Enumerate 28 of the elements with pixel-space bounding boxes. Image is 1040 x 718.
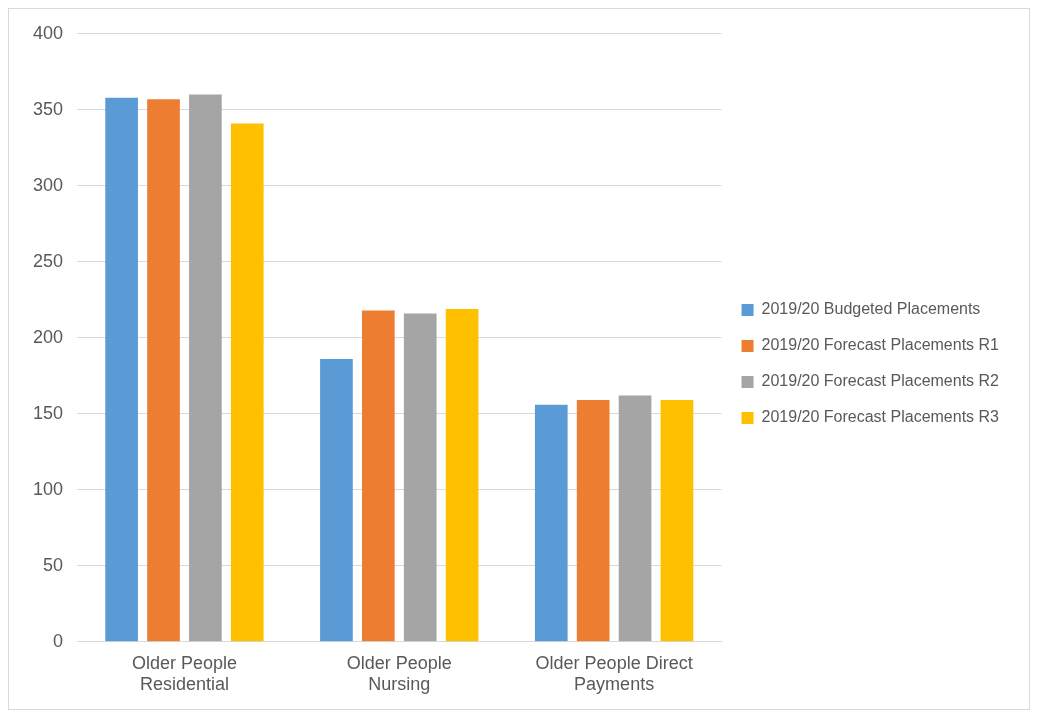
bar xyxy=(147,99,180,642)
bar xyxy=(618,395,652,642)
bar xyxy=(105,97,138,642)
y-tick-label: 150 xyxy=(32,402,64,423)
bar xyxy=(534,404,568,642)
legend-label: 2019/20 Forecast Placements R2 xyxy=(761,372,1000,390)
y-tick-label: 350 xyxy=(32,98,64,119)
x-tick-label: Older People Residential xyxy=(131,652,237,695)
y-tick-label: 250 xyxy=(32,250,64,271)
y-tick-label: 400 xyxy=(32,22,64,43)
bar xyxy=(230,123,264,642)
x-tick-label: Older People Direct Payments xyxy=(535,652,693,695)
legend-label: 2019/20 Budgeted Placements xyxy=(761,300,981,318)
bar xyxy=(576,400,610,642)
legend-label: 2019/20 Forecast Placements R1 xyxy=(761,336,1000,354)
bar xyxy=(189,94,222,642)
bar xyxy=(445,308,479,642)
y-tick-label: 200 xyxy=(32,326,64,347)
x-tick-label: Older People Nursing xyxy=(346,652,452,695)
bar xyxy=(660,400,694,642)
bar xyxy=(362,310,395,642)
y-tick-label: 0 xyxy=(53,630,64,651)
bar xyxy=(320,359,353,642)
y-tick-label: 50 xyxy=(43,554,64,575)
bar xyxy=(403,313,437,642)
y-tick-label: 100 xyxy=(32,478,64,499)
legend-label: 2019/20 Forecast Placements R3 xyxy=(761,408,1000,426)
y-tick-label: 300 xyxy=(32,174,64,195)
